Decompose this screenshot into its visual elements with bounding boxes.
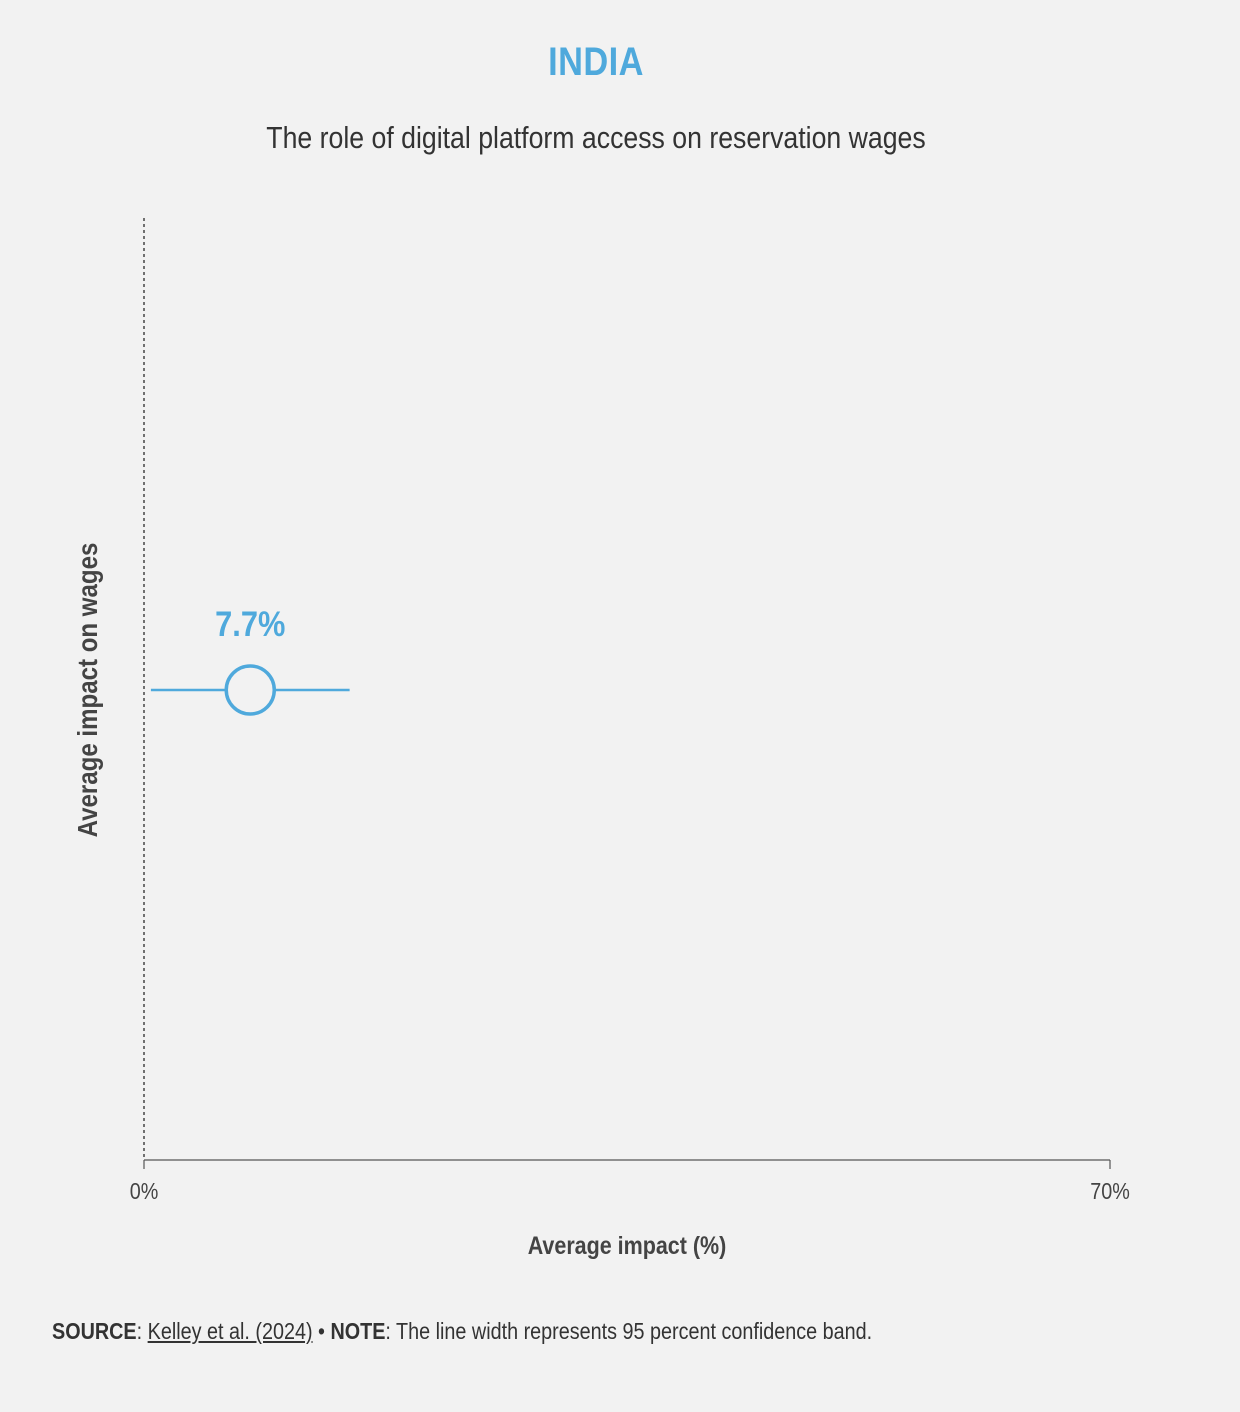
x-tick-label: 70% bbox=[1090, 1179, 1130, 1205]
note-text: : The line width represents 95 percent c… bbox=[385, 1318, 873, 1344]
x-axis-ticks: 0% 70% bbox=[130, 1160, 1130, 1204]
source-link[interactable]: Kelley et al. (2024) bbox=[147, 1318, 313, 1344]
chart-title: INDIA bbox=[548, 40, 644, 84]
data-points: 7.7% bbox=[150, 604, 350, 716]
chart-subtitle: The role of digital platform access on r… bbox=[266, 120, 926, 155]
separator: • bbox=[312, 1318, 331, 1344]
y-axis-label: Average impact on wages bbox=[71, 543, 103, 838]
data-label: 7.7% bbox=[215, 604, 285, 643]
note-label: NOTE bbox=[330, 1318, 386, 1344]
x-tick-label: 0% bbox=[130, 1179, 159, 1205]
x-axis-label: Average impact (%) bbox=[528, 1231, 727, 1259]
point-estimate-marker bbox=[224, 664, 277, 716]
source-label: SOURCE bbox=[52, 1318, 137, 1344]
source-note: SOURCE: Kelley et al. (2024) • NOTE: The… bbox=[52, 1318, 873, 1344]
chart-area: 0% 70% 7.7% Average impact (%) Average im… bbox=[71, 218, 1130, 1259]
